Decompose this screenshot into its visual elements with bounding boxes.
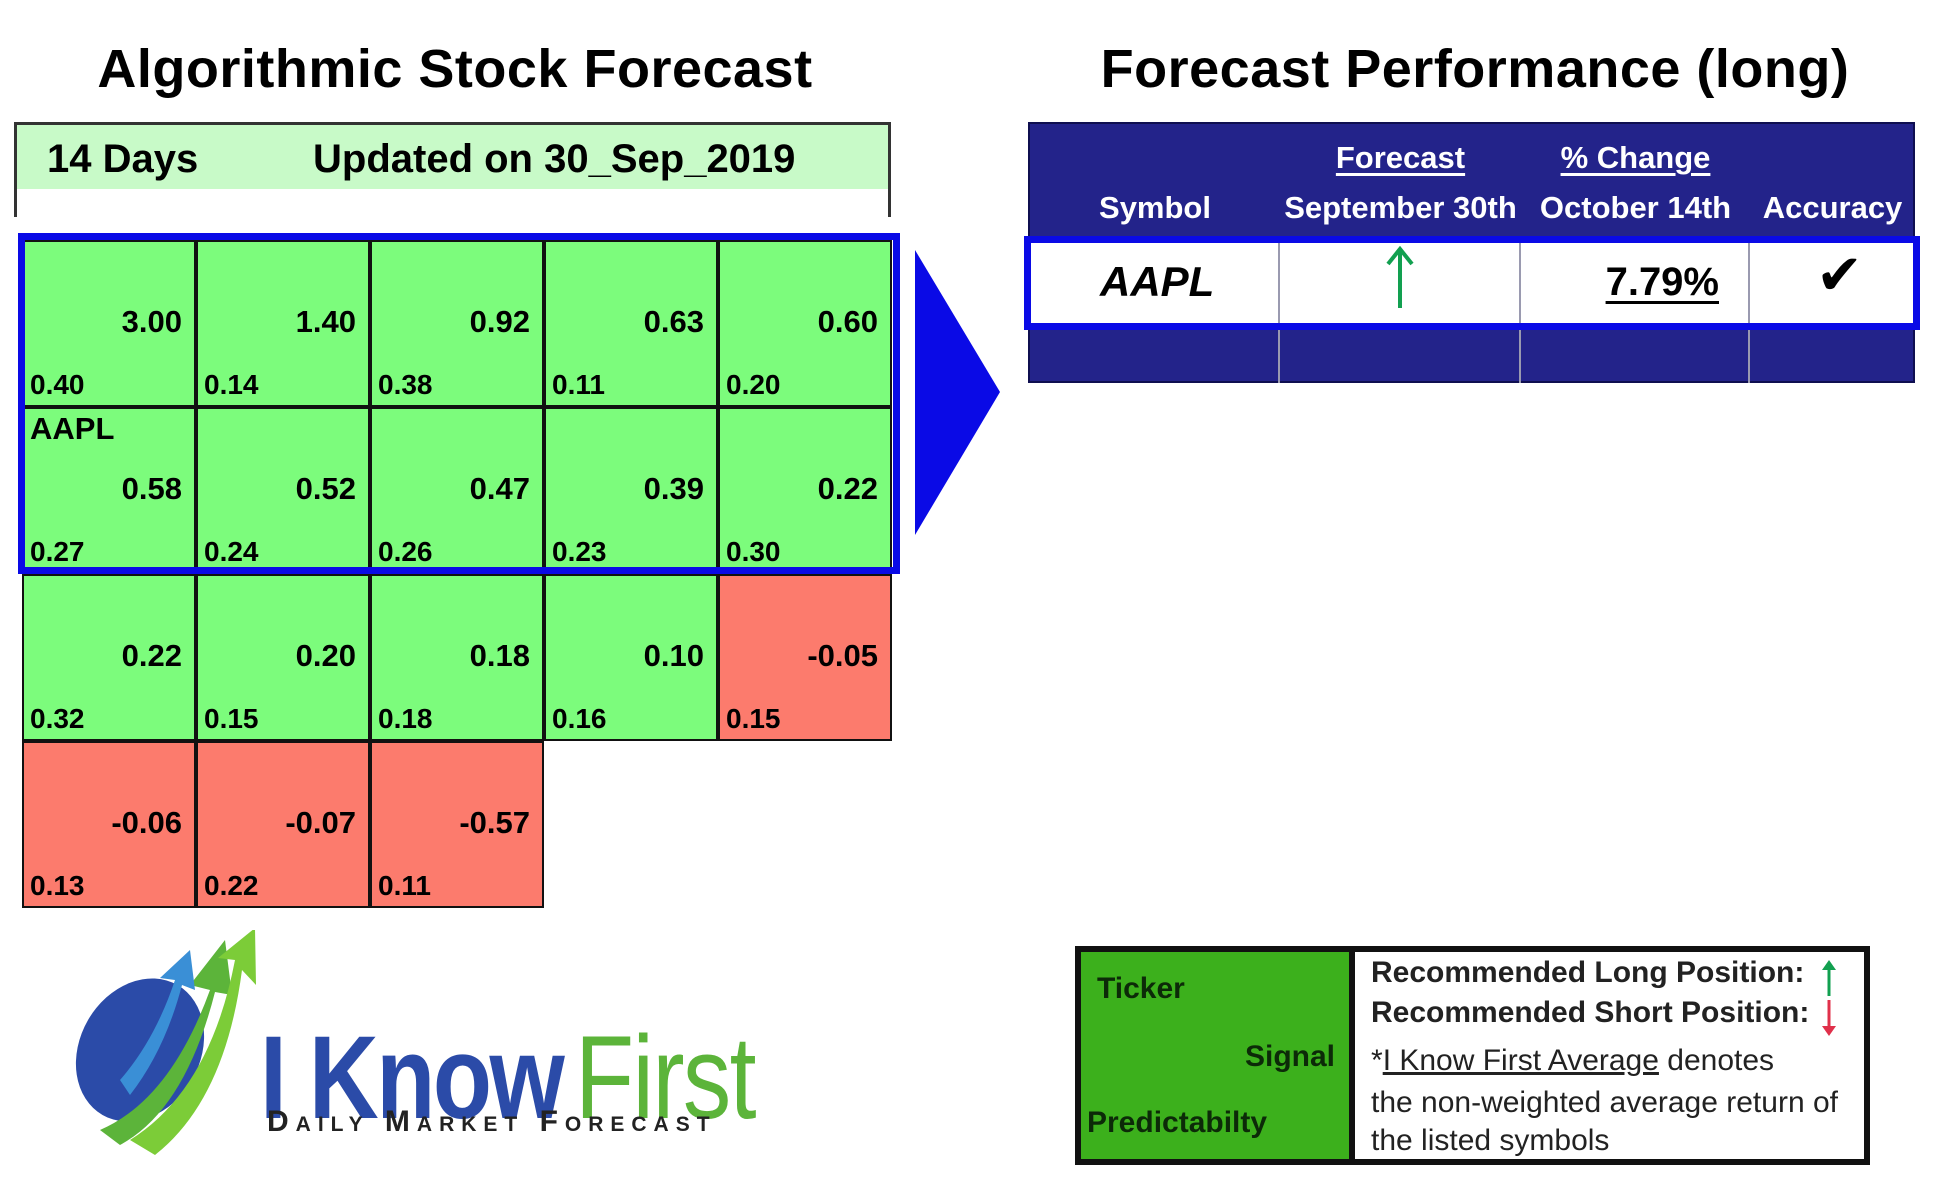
- legend-average-link[interactable]: I Know First Average: [1382, 1044, 1659, 1077]
- cell-predictability: 0.15: [204, 703, 259, 734]
- cell-ticker: AAPL: [30, 411, 115, 446]
- forecast-title: Algorithmic Stock Forecast: [97, 39, 813, 99]
- header-band: [17, 125, 888, 189]
- cell-predictability: 0.23: [552, 536, 607, 567]
- header-symbol: Symbol: [1099, 190, 1211, 225]
- forecast-cell: 3.00 0.40: [22, 240, 196, 407]
- cell-signal: 0.52: [295, 471, 356, 506]
- updated-label: Updated on 30_Sep_2019: [313, 137, 796, 181]
- forecast-cell: 0.39 0.23: [544, 407, 718, 574]
- header-forecast: Forecast: [1335, 140, 1466, 175]
- cell-predictability: 0.30: [726, 536, 781, 567]
- legend-cell-key: Ticker Signal Predictabilty: [1081, 952, 1355, 1159]
- cell-signal: 0.47: [469, 471, 530, 506]
- logo-swoosh-icon: [75, 930, 256, 1155]
- cell-signal: 0.22: [121, 638, 182, 673]
- cell-predictability: 0.27: [30, 536, 85, 567]
- header-forecast-date: September 30th: [1284, 190, 1517, 225]
- performance-title: Forecast Performance (long): [1100, 39, 1850, 99]
- legend-line-2: the non-weighted average return of: [1371, 1086, 1838, 1119]
- forecast-cell: 0.92 0.38: [370, 240, 544, 407]
- forecast-cell: -0.05 0.15: [718, 574, 892, 741]
- forecast-cell: 0.63 0.11: [544, 240, 718, 407]
- legend-line-3: the listed symbols: [1371, 1124, 1610, 1157]
- forecast-cell: -0.07 0.22: [196, 741, 370, 908]
- legend-down-arrow-icon: [1822, 1000, 1836, 1036]
- cell-signal: 0.20: [295, 638, 356, 673]
- forecast-cell: 0.10 0.16: [544, 574, 718, 741]
- cell-predictability: 0.32: [30, 703, 85, 734]
- cell-signal: 0.10: [643, 638, 704, 673]
- forecast-cell: 1.40 0.14: [196, 240, 370, 407]
- cell-signal: -0.05: [807, 638, 878, 673]
- cell-signal: 0.92: [469, 304, 530, 339]
- forecast-cell: 0.60 0.20: [718, 240, 892, 407]
- legend-up-arrow-icon: [1822, 960, 1836, 996]
- row-symbol: AAPL: [1100, 258, 1215, 305]
- logo-word-iknow: I Know: [260, 1012, 565, 1144]
- cell-signal: 0.22: [817, 471, 878, 506]
- cell-predictability: 0.22: [204, 870, 259, 901]
- forecast-cell: 0.52 0.24: [196, 407, 370, 574]
- cell-signal: -0.06: [111, 805, 182, 840]
- col-divider: [1278, 240, 1280, 383]
- forecast-header: 14 Days Updated on 30_Sep_2019: [14, 122, 891, 217]
- i-know-first-logo: I Know First Daily Market Forecast: [60, 930, 860, 1170]
- checkmark-icon: ✔: [1816, 243, 1863, 306]
- legend-signal: Signal: [1244, 1040, 1335, 1073]
- forecast-cell: 0.18 0.18: [370, 574, 544, 741]
- logo-tagline: Daily Market Forecast: [267, 1105, 717, 1138]
- cell-predictability: 0.40: [30, 369, 85, 400]
- cell-predictability: 0.14: [204, 369, 259, 400]
- header-accuracy: Accuracy: [1762, 190, 1903, 225]
- cell-predictability: 0.18: [378, 703, 433, 734]
- legend-average-note: *I Know First Average denotes: [1371, 1044, 1775, 1077]
- row-change: 7.79%: [1605, 260, 1719, 304]
- up-arrow-icon: [1386, 246, 1414, 308]
- forecast-cell: 0.22 0.32: [22, 574, 196, 741]
- cell-predictability: 0.13: [30, 870, 85, 901]
- cell-signal: 0.39: [643, 471, 704, 506]
- logo-word-first: First: [575, 1012, 757, 1144]
- legend-predictability: Predictabilty: [1087, 1106, 1268, 1139]
- table-row: AAPL 7.79% ✔: [1030, 240, 1913, 330]
- cell-signal: 0.63: [643, 304, 704, 339]
- legend-box: Ticker Signal Predictabilty Recommended …: [1075, 946, 1870, 1165]
- aapl-row-highlight: [1024, 236, 1920, 330]
- cell-predictability: 0.38: [378, 369, 433, 400]
- legend-short-label: Recommended Short Position:: [1371, 996, 1810, 1029]
- cell-predictability: 0.26: [378, 536, 433, 567]
- cell-signal: 0.60: [817, 304, 878, 339]
- forecast-cell: 0.20 0.15: [196, 574, 370, 741]
- forecast-cell: -0.06 0.13: [22, 741, 196, 908]
- horizon-label: 14 Days: [47, 137, 199, 181]
- header-change-date: October 14th: [1539, 190, 1732, 225]
- legend-long-label: Recommended Long Position:: [1371, 956, 1805, 989]
- cell-predictability: 0.24: [204, 536, 259, 567]
- pointer-arrow-icon: [915, 250, 1000, 535]
- legend-ticker: Ticker: [1097, 972, 1185, 1005]
- cell-signal: 3.00: [121, 304, 182, 339]
- aapl-highlight-box: [18, 233, 900, 574]
- cell-signal: 0.18: [469, 638, 530, 673]
- cell-signal: -0.57: [459, 805, 530, 840]
- cell-signal: 1.40: [295, 304, 356, 339]
- col-divider: [1519, 240, 1521, 383]
- cell-predictability: 0.11: [378, 870, 431, 901]
- cell-predictability: 0.16: [552, 703, 607, 734]
- forecast-cell: AAPL 0.58 0.27: [22, 407, 196, 574]
- cell-predictability: 0.11: [552, 369, 605, 400]
- cell-signal: 0.58: [121, 471, 182, 506]
- cell-predictability: 0.20: [726, 369, 781, 400]
- forecast-cell: -0.57 0.11: [370, 741, 544, 908]
- col-divider: [1748, 240, 1750, 383]
- performance-table: Forecast % Change Symbol September 30th …: [1028, 122, 1915, 383]
- cell-predictability: 0.15: [726, 703, 781, 734]
- header-change: % Change: [1560, 140, 1711, 175]
- forecast-cell: 0.47 0.26: [370, 407, 544, 574]
- cell-signal: -0.07: [285, 805, 356, 840]
